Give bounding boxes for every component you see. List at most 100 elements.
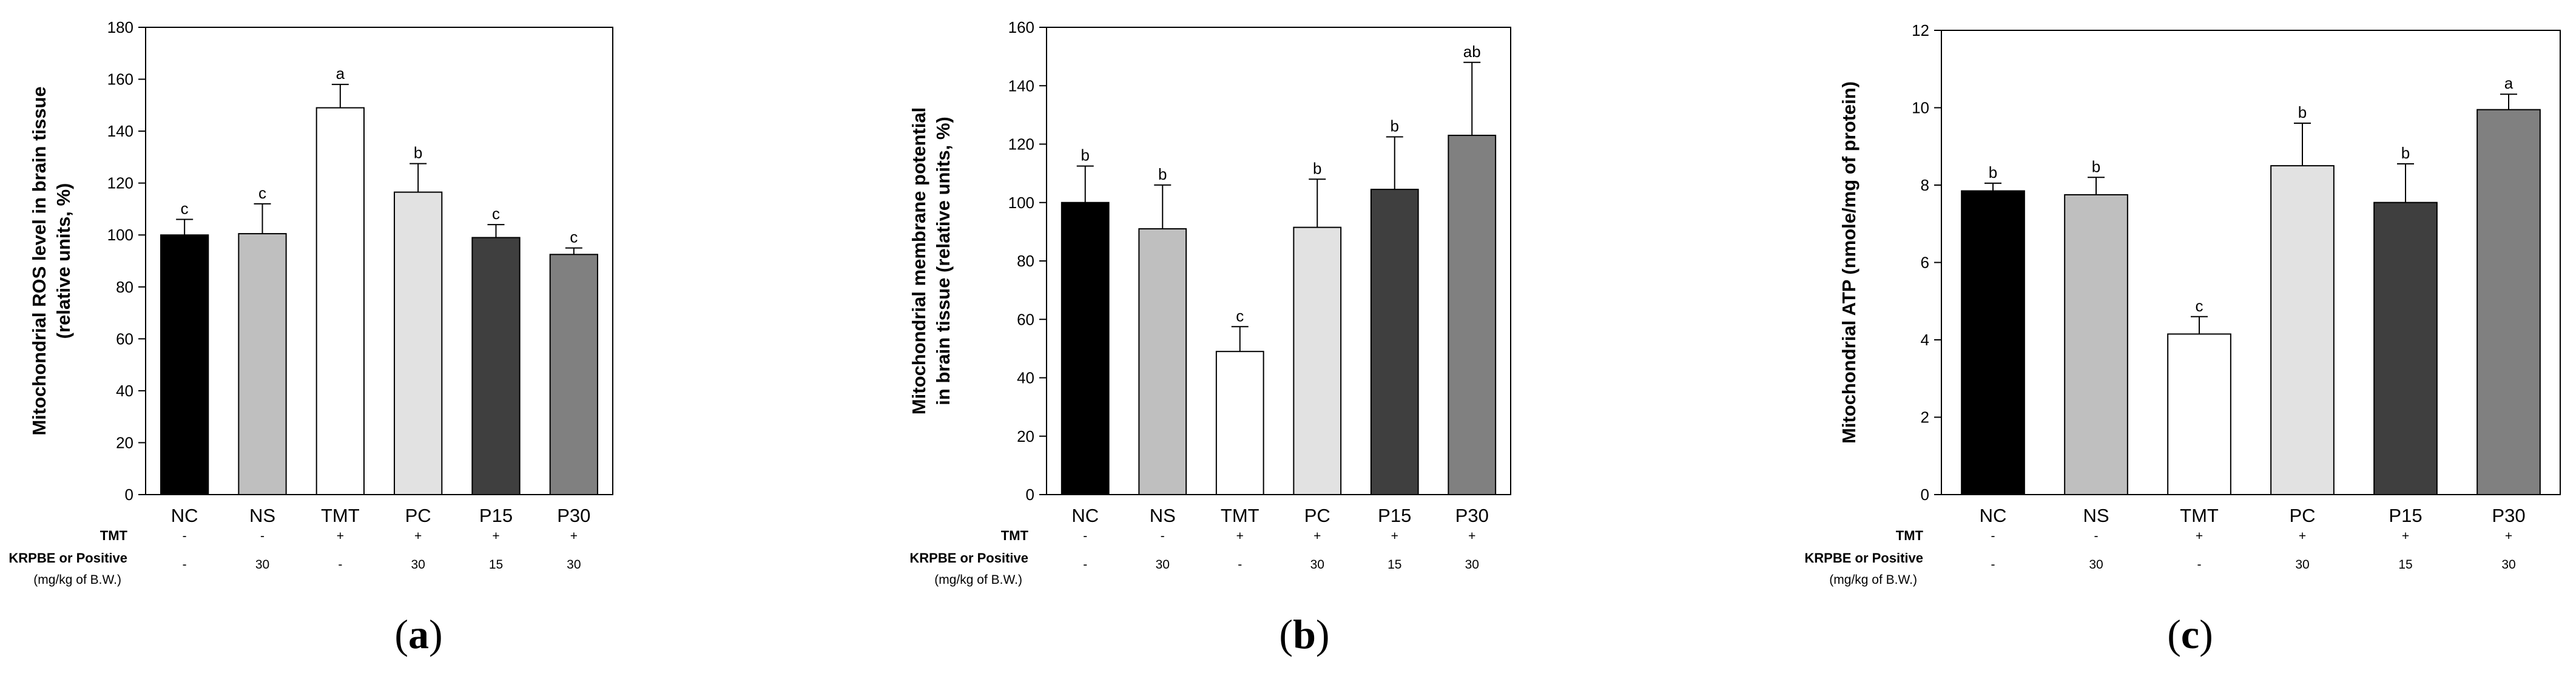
panel-label-letter: c (2181, 611, 2199, 657)
y-axis-label: Mitochondrial ROS level in brain tissue(… (29, 86, 74, 435)
significance-letter-P30: ab (1463, 42, 1481, 61)
treatment-row-sublabel: (mg/kg of B.W.) (33, 573, 121, 587)
y-tick-label: 4 (1921, 331, 1929, 349)
treatment-row-sublabel: (mg/kg of B.W.) (934, 573, 1022, 587)
panel-label-a: (a) (394, 611, 442, 657)
dose-value: 30 (411, 558, 425, 572)
dose-value: - (1991, 558, 1995, 572)
dose-value: 30 (2295, 558, 2309, 572)
category-label-TMT: TMT (321, 505, 360, 526)
panel-label-b: (b) (1279, 611, 1329, 657)
y-tick-label: 160 (107, 70, 133, 89)
y-tick-label: 40 (1017, 369, 1034, 387)
y-axis-label-line: in brain tissue (relative units, %) (932, 117, 954, 405)
category-label-TMT: TMT (1221, 505, 1259, 526)
y-axis-label: Mitochondrial membrane potential in brain… (908, 107, 954, 414)
tmt-value: + (1391, 529, 1398, 543)
significance-letter-P15: b (2401, 144, 2410, 162)
tmt-value: + (337, 529, 344, 543)
dose-value: 15 (1387, 558, 1401, 572)
y-axis-label-line: Mitochondrial ATP (nmole/mg of protein) (1838, 81, 1860, 444)
chart-panel-a: 0 20 40 60 80 100 120 140 160 180 Mitochondrial RO… (8, 18, 613, 657)
category-label-P30: P30 (1455, 505, 1489, 526)
category-label-P15: P15 (1378, 505, 1411, 526)
bar-NC (160, 234, 209, 495)
dose-value: - (1083, 558, 1087, 572)
bar-P30 (549, 254, 598, 495)
y-axis-label-line: (relative units, %) (53, 183, 74, 339)
significance-letter-NC: b (1081, 146, 1090, 164)
category-label-P15: P15 (2389, 505, 2422, 526)
y-tick-label: 120 (107, 174, 133, 192)
y-tick-label: 160 (1008, 18, 1034, 36)
tmt-value: + (1468, 529, 1475, 543)
y-tick-label: 12 (1912, 21, 1929, 39)
category-label-NS: NS (249, 505, 275, 526)
y-tick-label: 120 (1008, 135, 1034, 154)
y-tick-label: 8 (1921, 176, 1929, 194)
dose-value: - (1238, 558, 1242, 572)
bar-NS (2064, 194, 2128, 495)
category-label-NC: NC (1980, 505, 2007, 526)
tmt-value: - (2094, 529, 2099, 543)
chart-panel-b: 0 20 40 60 80 100 120 140 160 Mitochondrial membr… (908, 18, 1511, 657)
dose-value: - (183, 558, 187, 572)
treatment-row-label-tmt: TMT (1896, 528, 1924, 543)
dose-value: 30 (567, 558, 581, 572)
bar-NC (1060, 201, 1110, 495)
y-axis-label-line: Mitochondrial membrane potential (908, 107, 929, 414)
tmt-value: - (1991, 529, 1995, 543)
significance-letter-NC: c (181, 200, 189, 218)
significance-letter-P30: a (2504, 74, 2514, 92)
panel-label-open-paren: ( (2167, 611, 2181, 657)
y-tick-label: 6 (1921, 254, 1929, 272)
y-tick-label: 60 (116, 330, 133, 348)
tmt-value: - (1083, 529, 1087, 543)
tmt-value: + (414, 529, 422, 543)
bar-TMT (2167, 333, 2231, 495)
treatment-row-label-krpbe: KRPBE or Positive (8, 550, 127, 566)
category-label-NS: NS (2083, 505, 2109, 526)
bar-PC (2270, 165, 2335, 495)
y-tick-label: 20 (1017, 427, 1034, 445)
panel-label-close-paren: ) (429, 611, 443, 657)
panel-label-open-paren: ( (394, 611, 408, 657)
tmt-value: + (2505, 529, 2512, 543)
dose-value: 30 (255, 558, 269, 572)
tmt-value: + (1313, 529, 1321, 543)
category-label-TMT: TMT (2180, 505, 2219, 526)
tmt-value: + (570, 529, 578, 543)
treatment-row-label-tmt: TMT (100, 528, 128, 543)
bar-P15 (1370, 189, 1419, 495)
treatment-row-label-krpbe: KRPBE or Positive (1804, 550, 1923, 566)
bar-P30 (1448, 135, 1497, 495)
tmt-value: + (2402, 529, 2409, 543)
bar-NS (238, 233, 287, 495)
plot-frame (145, 27, 613, 495)
plot-frame (1046, 27, 1511, 495)
panel-label-close-paren: ) (2199, 611, 2213, 657)
y-tick-label: 2 (1921, 408, 1929, 427)
y-tick-label: 140 (107, 122, 133, 140)
significance-letter-PC: b (414, 144, 422, 162)
significance-letter-P30: c (570, 228, 578, 246)
dose-value: 15 (2398, 558, 2412, 572)
bar-PC (1293, 226, 1342, 495)
significance-letter-P15: b (1391, 117, 1399, 135)
y-tick-label: 0 (125, 485, 133, 504)
tmt-value: + (492, 529, 499, 543)
category-label-NC: NC (171, 505, 198, 526)
y-tick-label: 100 (107, 226, 133, 244)
dose-value: 30 (2089, 558, 2103, 572)
significance-letter-NC: b (1989, 163, 1997, 181)
bar-NS (1138, 228, 1187, 495)
y-tick-label: 0 (1026, 485, 1034, 504)
tmt-value: + (2299, 529, 2306, 543)
bar-TMT (315, 107, 365, 496)
y-axis-label-line: Mitochondrial ROS level in brain tissue (29, 86, 50, 435)
tmt-value: - (1161, 529, 1165, 543)
y-tick-label: 180 (107, 18, 133, 36)
y-tick-label: 80 (116, 278, 133, 296)
panel-label-letter: b (1293, 611, 1316, 657)
